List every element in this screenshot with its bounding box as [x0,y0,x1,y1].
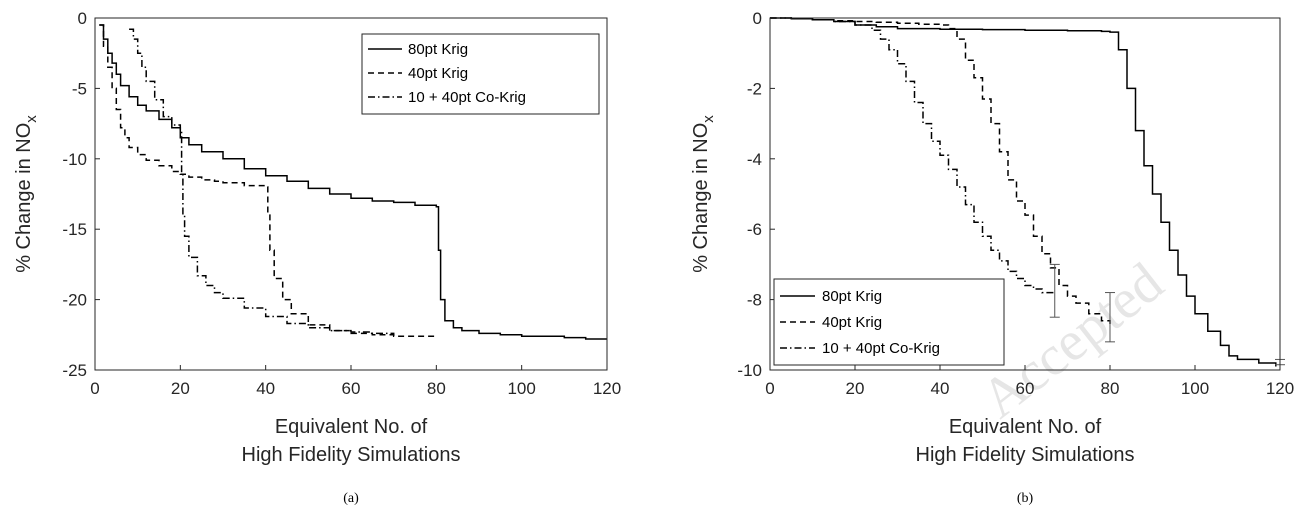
panel-b-error-bar-2 [1105,292,1115,343]
panel-b-legend: 80pt Krig 40pt Krig 10 + 40pt Co-Krig [773,278,1005,366]
panel-b-ylabel-main: % Change in NO [690,123,712,273]
panel-a-series-line-1 [99,24,607,340]
panel-a-x-tick-label: 0 [90,379,99,398]
panel-a-legend-label-2: 40pt Krig [408,65,468,82]
panel-a-x-tick-label: 100 [507,379,535,398]
panel-b-x-tick-label: 60 [1016,379,1035,398]
panel-a-y-tick-label: -10 [62,150,87,169]
panel-a-ylabel-main: % Change in NO [13,123,35,273]
panel-b-y-tick-label: -8 [747,291,762,310]
panel-b-xlabel-line2: High Fidelity Simulations [916,444,1135,466]
panel-b-error-bar-1 [1049,263,1060,318]
panel-a-series-line-2 [99,24,437,337]
panel-a-y-tick-label: -15 [62,220,87,239]
panel-a-xlabel-line1: Equivalent No. of [275,416,428,438]
panel-a-y-tick-label: -5 [72,79,87,98]
panel-b-ylabel: % Change in NOx [690,115,717,273]
panel-b-legend-label-2: 40pt Krig [822,314,882,331]
panel-a-x-tick-label: 20 [171,379,190,398]
panel-b-caption: (b) [1017,491,1034,506]
panel-a-y-tick-label: 0 [78,9,87,28]
panel-b-x-tick-label: 0 [765,379,774,398]
panel-b-y-tick-label: -10 [737,361,762,380]
panel-b-x-tick-label: 100 [1181,379,1209,398]
panel-a-ylabel-sub: x [23,115,40,123]
panel-a-marks [99,24,607,340]
panel-a-legend-label-1: 80pt Krig [408,41,468,58]
panel-b-ticks: 0 20 40 60 80 100 120 0 -2 -4 -6 -8 -10 [737,9,1294,398]
panel-b-x-tick-label: 40 [931,379,950,398]
panel-b-xlabel-line1: Equivalent No. of [949,416,1102,438]
panel-a-xlabel-line2: High Fidelity Simulations [242,444,461,466]
panel-a-legend-box [361,33,600,115]
panel-a-ticks: 0 20 40 60 80 100 120 0 -5 -10 -15 -20 -25 [62,9,621,398]
panel-b-series-line-2 [770,17,1111,325]
panel-b-y-tick-label: 0 [753,9,762,28]
panel-b-legend-label-3: 10 + 40pt Co-Krig [822,340,940,357]
chart-panel-b: 0 20 40 60 80 100 120 0 -2 -4 -6 -8 -10 Equivalent N… [690,9,1294,506]
panel-a-legend-label-3: 10 + 40pt Co-Krig [408,89,526,106]
panel-b-series-line-1 [770,17,1277,367]
panel-a-x-tick-label: 40 [256,379,275,398]
panel-a-y-tick-label: -20 [62,291,87,310]
panel-b-ylabel-sub: x [700,115,717,123]
panel-a-x-tick-label: 60 [342,379,361,398]
panel-b-x-tick-label: 120 [1266,379,1294,398]
panel-a-legend: 80pt Krig 40pt Krig 10 + 40pt Co-Krig [361,33,600,115]
panel-b-y-tick-label: -2 [747,79,762,98]
panel-a-x-tick-label: 120 [593,379,621,398]
panel-a-ylabel: % Change in NOx [13,115,40,273]
panel-a-series-line-3 [129,28,395,335]
panel-a-caption: (a) [343,491,359,506]
panel-b-y-tick-label: -4 [747,150,762,169]
panel-b-x-tick-label: 20 [846,379,865,398]
chart-panel-a: 0 20 40 60 80 100 120 0 -5 -10 -15 -20 -25 Equivalen… [13,9,621,506]
panel-b-y-tick-label: -6 [747,220,762,239]
panel-a-x-tick-label: 80 [427,379,446,398]
panel-b-marks [770,17,1285,367]
panel-b-series-line-3 [770,17,1055,294]
panel-a-y-tick-label: -25 [62,361,87,380]
panel-b-x-tick-label: 80 [1101,379,1120,398]
panel-b-legend-label-1: 80pt Krig [822,288,882,305]
